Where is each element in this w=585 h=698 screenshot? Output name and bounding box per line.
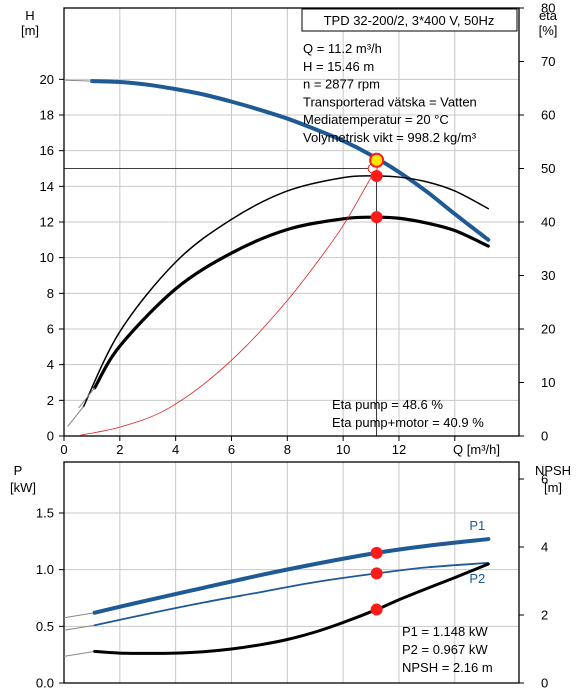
info-line-5: Volymetrisk vikt = 998.2 kg/m³: [303, 130, 477, 145]
efficiency-annotation-0: Eta pump = 48.6 %: [332, 397, 443, 412]
x-axis-label: Q [m³/h]: [453, 442, 500, 457]
y-left-axis-unit: [m]: [21, 23, 39, 38]
curve-npsh_required_h_curve: [80, 168, 378, 436]
x-tick-label: 2: [116, 442, 123, 457]
y-left-axis-label: H: [25, 8, 34, 23]
head-panel-right-tick-label: 80: [541, 1, 555, 16]
head-panel-left-tick-label: 6: [47, 322, 54, 337]
curve-P1: [92, 537, 491, 615]
efficiency-annotation-1: Eta pump+motor = 40.9 %: [332, 415, 484, 430]
head-panel-left-tick-label: 14: [40, 179, 54, 194]
curve-leadin: [63, 79, 92, 82]
power-panel-frame: [63, 461, 520, 684]
head-panel-right-tick-label: 50: [541, 161, 555, 176]
npsh-axis-label: NPSH: [535, 463, 571, 478]
head-panel-right-tick-label: 70: [541, 54, 555, 69]
power-panel-right-tick-label: 2: [541, 608, 548, 623]
y-right-axis-unit: [%]: [539, 23, 558, 38]
x-tick-label: 6: [228, 442, 235, 457]
head-panel-left-tick-label: 2: [47, 393, 54, 408]
operating-point-npsh-marker: [370, 603, 383, 616]
operating-point-h-marker: [369, 152, 385, 168]
head-panel-right-tick-label: 30: [541, 268, 555, 283]
x-tick-label: 12: [392, 442, 406, 457]
head-panel-left-tick-label: 20: [40, 72, 54, 87]
x-tick-label: 4: [172, 442, 179, 457]
chart-title: TPD 32-200/2, 3*400 V, 50Hz: [324, 13, 495, 28]
operating-point-eta-pump-motor-marker: [370, 211, 383, 224]
x-tick-label: 10: [336, 442, 350, 457]
power-panel-right-tick-label: 0: [541, 676, 548, 691]
power-panel-left-tick-label: 0.0: [36, 676, 54, 691]
power-panel-left-tick-label: 1.5: [36, 506, 54, 521]
head-panel-right-tick-label: 10: [541, 375, 555, 390]
p-axis-unit: [kW]: [10, 480, 36, 495]
title-box: [301, 8, 518, 32]
head-panel-frame: [63, 7, 520, 437]
curve-leadin: [63, 650, 95, 657]
npsh-axis-unit: [m]: [544, 480, 562, 495]
operating-point-p1-marker: [370, 546, 383, 559]
info-line-4: Mediatemperatur = 20 °C: [303, 112, 449, 127]
series-label-P1: P1: [469, 518, 485, 533]
curve-H: [89, 79, 491, 242]
curve-eta_pump_motor: [93, 215, 490, 390]
power-panel-left-tick-label: 1.0: [36, 562, 54, 577]
curve-leadin: [67, 406, 84, 427]
x-tick-label: 8: [284, 442, 291, 457]
power-annotation-1: P2 = 0.967 kW: [402, 642, 488, 657]
head-panel-right-tick-label: 0: [541, 429, 548, 444]
curve-leadin: [63, 612, 95, 619]
power-panel-right-tick-label: 6: [541, 472, 548, 487]
x-tick-label: 0: [60, 442, 67, 457]
info-line-2: n = 2877 rpm: [303, 77, 380, 92]
head-panel-left-tick-label: 4: [47, 357, 54, 372]
power-panel-left-tick-label: 0.5: [36, 619, 54, 634]
curve-leadin: [78, 387, 96, 409]
head-panel-left-tick-label: 10: [40, 250, 54, 265]
head-panel-left-tick-label: 16: [40, 143, 54, 158]
series-label-P2: P2: [469, 571, 485, 586]
curve-eta_pump: [82, 175, 490, 408]
head-panel-left-tick-label: 8: [47, 286, 54, 301]
p-axis-label: P: [14, 463, 23, 478]
curve-P2: [93, 561, 490, 627]
head-panel-left-tick-label: 18: [40, 108, 54, 123]
power-annotation-0: P1 = 1.148 kW: [402, 624, 488, 639]
curve-NPSH: [93, 562, 490, 655]
power-panel-right-tick-label: 4: [541, 540, 548, 555]
head-panel-left-tick-label: 0: [47, 429, 54, 444]
y-right-axis-label: eta: [539, 8, 558, 23]
operating-point-eta-pump-marker: [370, 169, 383, 182]
head-panel-right-tick-label: 20: [541, 322, 555, 337]
curve-leadin: [63, 624, 95, 631]
head-panel-right-tick-label: 40: [541, 215, 555, 230]
info-line-1: H = 15.46 m: [303, 59, 374, 74]
info-line-3: Transporterad vätska = Vatten: [303, 94, 477, 109]
power-annotation-2: NPSH = 2.16 m: [402, 660, 493, 675]
operating-point-p2-marker: [370, 567, 383, 580]
head-panel-right-tick-label: 60: [541, 108, 555, 123]
head-panel-left-tick-label: 12: [40, 215, 54, 230]
info-line-0: Q = 11.2 m³/h: [303, 41, 382, 56]
